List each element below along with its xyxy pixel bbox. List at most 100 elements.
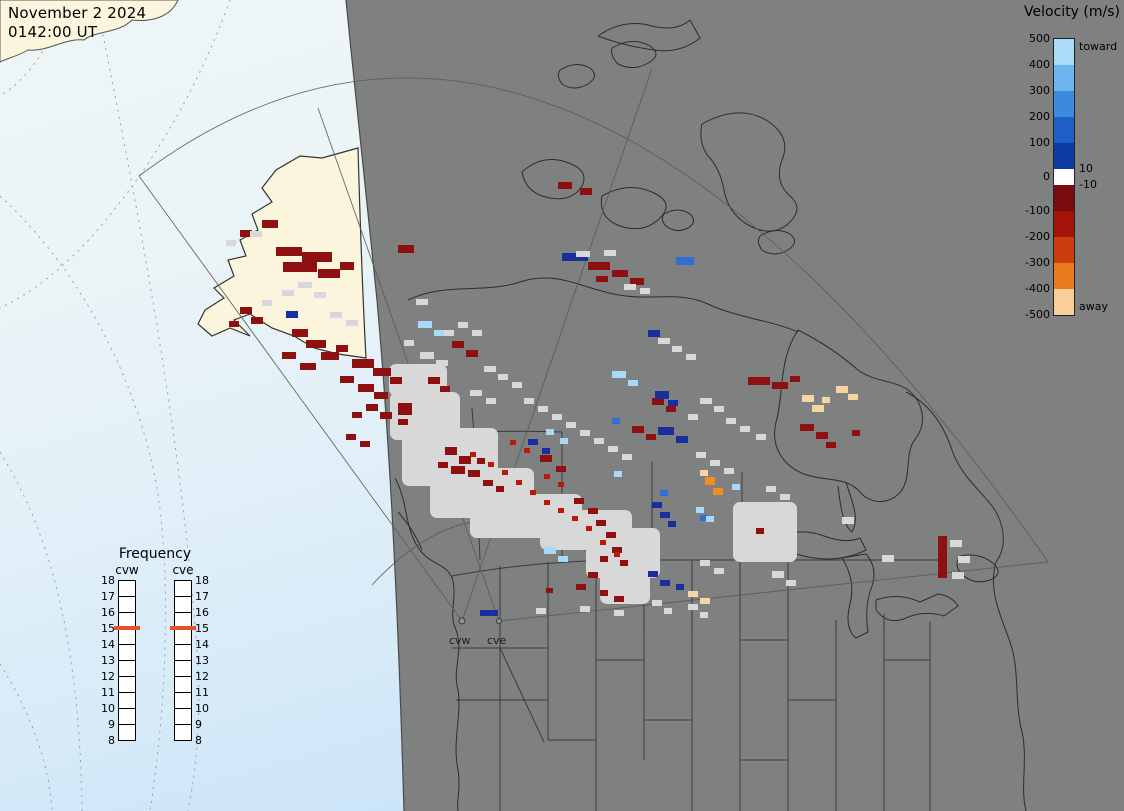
velocity-colorbar-segment — [1054, 117, 1074, 143]
velocity-cell — [282, 290, 294, 296]
velocity-cell — [622, 454, 632, 460]
velocity-cell — [700, 470, 708, 476]
velocity-cell — [488, 462, 494, 467]
velocity-cell — [558, 556, 568, 562]
velocity-cell — [470, 452, 476, 457]
velocity-cell — [556, 466, 566, 472]
velocity-cell — [588, 572, 598, 578]
radar-site-markers — [458, 617, 502, 625]
velocity-tick-label: -300 — [1025, 256, 1050, 269]
velocity-cell — [816, 432, 828, 439]
velocity-cell — [298, 282, 312, 288]
velocity-cell — [580, 430, 590, 436]
frequency-box — [118, 628, 136, 645]
velocity-cell — [652, 502, 662, 508]
velocity-cell — [240, 307, 252, 314]
velocity-cell — [459, 456, 471, 464]
velocity-cell — [624, 284, 636, 290]
velocity-cell — [314, 292, 326, 298]
velocity-cell — [480, 610, 498, 616]
graticule-line — [0, 195, 167, 811]
velocity-cell — [528, 439, 538, 445]
frequency-tick-label: 10 — [195, 702, 209, 715]
velocity-cell — [594, 438, 604, 444]
velocity-tick-label: 200 — [1029, 110, 1050, 123]
velocity-cell — [282, 352, 296, 359]
velocity-cell — [302, 252, 332, 262]
baffin-island — [700, 112, 798, 232]
frequency-tick-label: 18 — [101, 574, 115, 587]
velocity-cell — [938, 536, 947, 578]
velocity-cell — [958, 556, 970, 563]
velocity-cell — [546, 588, 553, 593]
velocity-cell — [352, 359, 374, 368]
velocity-cell — [630, 278, 644, 285]
hudson-bay — [774, 329, 923, 502]
frequency-box — [118, 644, 136, 661]
frequency-box — [118, 676, 136, 693]
frequency-box — [118, 692, 136, 709]
frequency-tick-label: 14 — [101, 638, 115, 651]
frequency-tick-label: 16 — [101, 606, 115, 619]
radar-site-dot-cve — [496, 618, 502, 624]
velocity-cell — [546, 429, 554, 435]
velocity-cell — [416, 299, 428, 305]
velocity-cell — [714, 406, 724, 412]
arctic-coastline — [407, 277, 799, 333]
velocity-cell — [612, 371, 626, 378]
velocity-cell — [686, 354, 696, 360]
frequency-tick-label: 10 — [101, 702, 115, 715]
velocity-cell — [706, 516, 714, 522]
lake-michigan-huron — [841, 553, 875, 639]
velocity-cell — [428, 377, 440, 384]
velocity-cell — [604, 250, 616, 256]
velocity-cell — [502, 470, 508, 475]
velocity-cell — [784, 530, 794, 536]
velocity-cell — [822, 397, 830, 403]
away-label: away — [1079, 300, 1108, 313]
velocity-cell — [404, 340, 414, 346]
velocity-cell — [628, 380, 638, 386]
frequency-tick-label: 17 — [101, 590, 115, 603]
velocity-cell — [700, 560, 710, 566]
velocity-cell — [477, 458, 485, 464]
velocity-cell — [524, 398, 534, 404]
velocity-cell — [486, 398, 496, 404]
ellesmere-island — [597, 19, 701, 52]
arctic-island — [611, 41, 657, 68]
frequency-box — [118, 580, 136, 597]
velocity-cell — [444, 330, 454, 336]
velocity-cell — [766, 544, 776, 550]
velocity-cell — [374, 392, 388, 399]
velocity-cell — [496, 486, 504, 492]
velocity-tick-label: 0 — [1043, 170, 1050, 183]
velocity-cell — [470, 390, 482, 396]
velocity-cell — [700, 598, 710, 604]
velocity-cell — [318, 269, 340, 278]
frequency-box — [174, 596, 192, 613]
frequency-legend-title: Frequency — [118, 546, 192, 562]
velocity-cell — [756, 528, 764, 534]
velocity-cell — [852, 430, 860, 436]
velocity-cell — [696, 507, 704, 513]
ground-scatter-patch — [389, 364, 447, 396]
radar-label-cve: cve — [487, 634, 507, 647]
velocity-cell — [688, 604, 698, 610]
velocity-cell — [826, 442, 836, 448]
velocity-cell — [952, 572, 964, 579]
velocity-cell — [586, 526, 592, 531]
east-coastline — [905, 391, 1027, 811]
velocity-cell — [420, 352, 434, 359]
velocity-cell — [530, 490, 536, 495]
velocity-cell — [360, 441, 370, 447]
velocity-cell — [600, 556, 608, 562]
velocity-cell — [848, 394, 858, 400]
velocity-cell — [766, 486, 776, 492]
frequency-tick-label: 8 — [195, 734, 202, 747]
frequency-marker — [170, 626, 196, 630]
velocity-cell-layer — [226, 182, 970, 618]
velocity-cell — [552, 414, 562, 420]
velocity-colorbar-segment — [1054, 185, 1074, 211]
velocity-cell — [340, 262, 354, 270]
